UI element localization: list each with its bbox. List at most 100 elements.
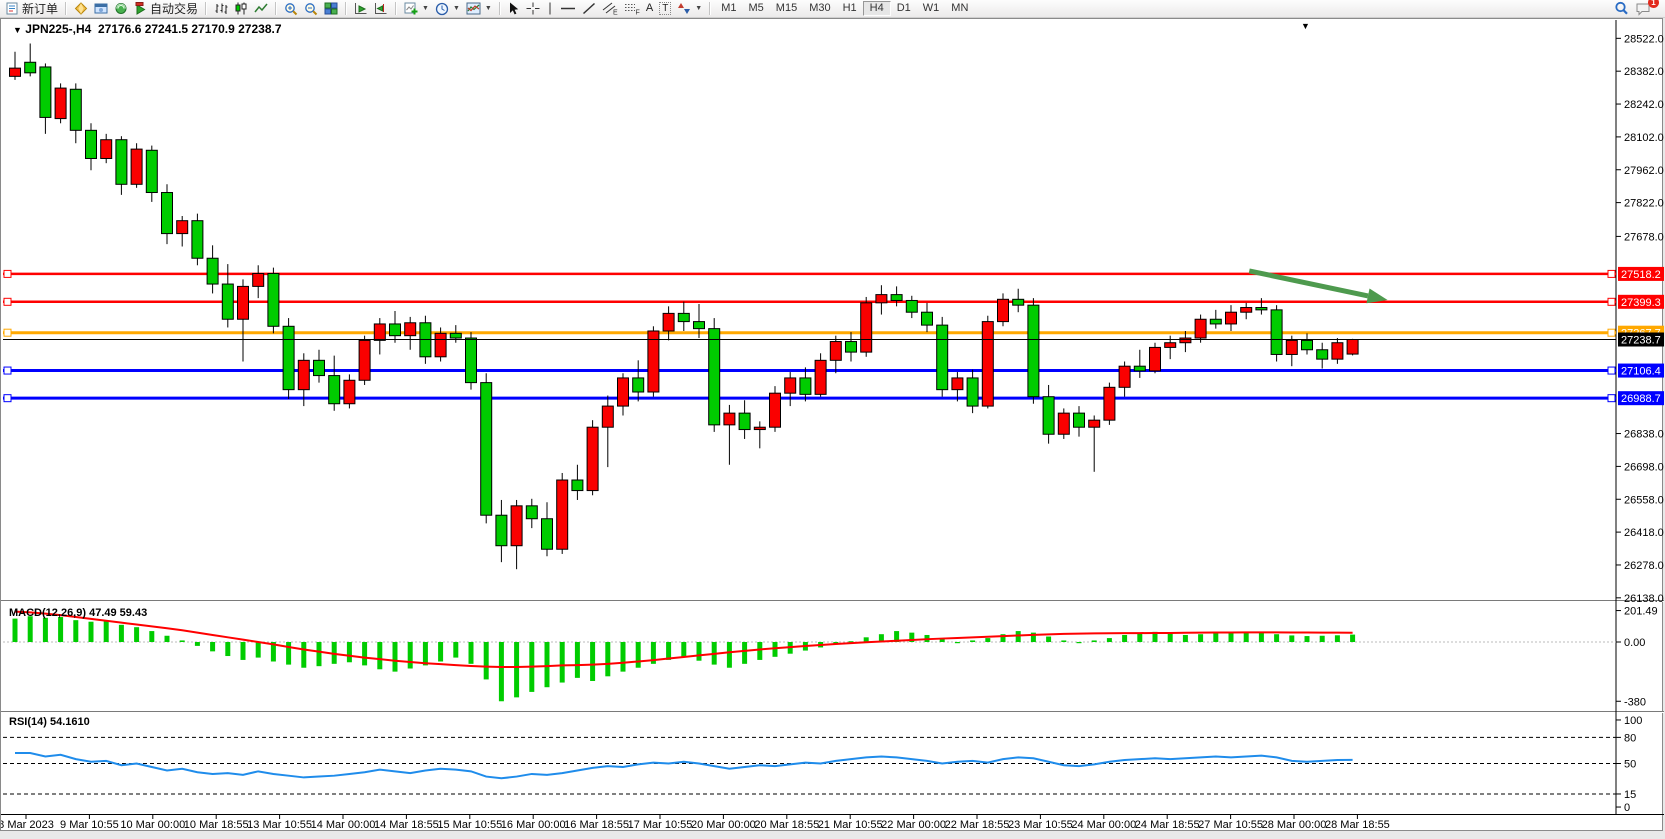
- separator: [395, 2, 398, 15]
- macd-histogram-bar: [681, 641, 687, 657]
- auto-scroll-icon: [355, 3, 367, 14]
- candle-body: [556, 479, 569, 550]
- tab-timeframe-h1[interactable]: H1: [842, 2, 857, 14]
- tab-timeframe-h4[interactable]: H4: [862, 1, 891, 16]
- line-anchor-marker[interactable]: [1607, 269, 1616, 278]
- line-anchor-marker[interactable]: [1607, 394, 1616, 403]
- chart-canvas[interactable]: 28522.0 28382.0 28242.0 28102.0 27962.0 27822…: [0, 19, 1664, 831]
- macd-histogram-bar: [878, 634, 884, 642]
- tab-timeframe-mn[interactable]: MN: [951, 2, 969, 14]
- line-anchor-marker[interactable]: [1607, 366, 1616, 375]
- trendline-tool[interactable]: [579, 1, 599, 17]
- indicator-gem-button[interactable]: [71, 1, 91, 17]
- tab-timeframe-d1[interactable]: D1: [896, 2, 911, 14]
- time-axis-label: 21 Mar 10:55: [818, 819, 883, 830]
- line-anchor-marker[interactable]: [1607, 328, 1616, 337]
- label-tool-letter: T: [659, 2, 672, 15]
- vertical-line-tool[interactable]: [543, 1, 557, 17]
- bar-chart-button[interactable]: [211, 1, 231, 17]
- macd-histogram-bar: [1122, 634, 1128, 642]
- cursor-button[interactable]: [505, 1, 523, 17]
- price-tick-label: 26138.0: [1624, 593, 1664, 605]
- arrows-shapes-tool[interactable]: ▼: [674, 1, 705, 17]
- horizontal-line-tool[interactable]: [557, 1, 579, 17]
- line-anchor-marker[interactable]: [3, 366, 12, 375]
- tab-timeframe-m1[interactable]: M1: [721, 2, 737, 14]
- chart-shift-button[interactable]: [371, 1, 391, 17]
- tile-windows-button[interactable]: [321, 1, 341, 17]
- trend-arrow-head[interactable]: [1366, 288, 1388, 304]
- macd-histogram-bar: [514, 641, 520, 698]
- tab-timeframe-m5[interactable]: M5: [748, 2, 764, 14]
- macd-histogram-bar: [1213, 633, 1219, 642]
- candle-body: [480, 382, 493, 516]
- line-anchor-marker[interactable]: [3, 269, 12, 278]
- tab-timeframe-m15[interactable]: M15: [775, 2, 798, 14]
- caret-down-icon: ▼: [422, 5, 429, 12]
- crosshair-button[interactable]: [523, 1, 543, 17]
- line-anchor-marker[interactable]: [1607, 297, 1616, 306]
- market-watch-button[interactable]: [91, 1, 111, 17]
- candle-body: [571, 479, 584, 492]
- zoom-out-button[interactable]: [301, 1, 321, 17]
- text-tool[interactable]: A: [643, 1, 656, 17]
- caret-down-icon: ▼: [484, 5, 492, 12]
- macd-histogram-bar: [270, 641, 276, 662]
- new-order-icon: [6, 2, 18, 15]
- fibonacci-tool[interactable]: F: [621, 1, 643, 17]
- candle-body: [328, 375, 341, 405]
- line-anchor-marker[interactable]: [3, 394, 12, 403]
- candle-body: [632, 377, 645, 393]
- macd-histogram-bar: [742, 641, 748, 664]
- macd-histogram-bar: [1152, 631, 1158, 642]
- zoom-in-button[interactable]: [281, 1, 301, 17]
- time-axis-label: 14 Mar 18:55: [374, 819, 439, 830]
- level-price-text: 27106.4: [1621, 366, 1661, 378]
- add-indicator-button[interactable]: ▼: [401, 1, 432, 17]
- candle-body: [1270, 309, 1283, 355]
- tab-timeframe-w1[interactable]: W1: [922, 2, 940, 14]
- candle-body: [1179, 337, 1192, 344]
- price-tick-label: 27822.0: [1624, 198, 1664, 210]
- line-anchor-marker[interactable]: [3, 297, 12, 306]
- channel-tool[interactable]: E: [599, 1, 621, 17]
- separator: [709, 2, 712, 15]
- trend-arrow[interactable]: [1248, 268, 1369, 299]
- macd-histogram-bar: [286, 641, 292, 665]
- candle-body: [693, 321, 705, 330]
- macd-histogram-bar: [1334, 635, 1340, 642]
- auto-scroll-button[interactable]: [351, 1, 371, 17]
- candle-body: [1225, 311, 1237, 325]
- separator: [275, 2, 278, 15]
- candle-body: [936, 324, 949, 391]
- chart-menu-arrow[interactable]: ▼: [1301, 21, 1310, 31]
- chart-window[interactable]: ▼ JPN225-,H4 27176.6 27241.5 27170.9 272…: [0, 18, 1664, 831]
- rsi-indicator-label: RSI(14) 54.1610: [9, 716, 90, 728]
- candle-body: [784, 377, 797, 394]
- time-axis-label: 23 Mar 10:55: [1008, 819, 1073, 830]
- candle-body: [1103, 386, 1116, 421]
- template-button[interactable]: ▼: [463, 1, 495, 17]
- search-button[interactable]: [1611, 1, 1632, 17]
- label-tool[interactable]: T: [656, 1, 674, 17]
- macd-indicator-label: MACD(12,26,9) 47.49 59.43: [9, 607, 148, 619]
- line-chart-button[interactable]: [251, 1, 271, 17]
- time-axis-label: 27 Mar 10:55: [1198, 819, 1263, 830]
- new-order-button[interactable]: 新订单: [3, 1, 61, 17]
- signals-button[interactable]: [111, 1, 131, 17]
- macd-histogram-bar: [1046, 636, 1052, 642]
- symbol-dropdown-icon[interactable]: ▼: [13, 25, 22, 35]
- macd-tick-label: 201.49: [1624, 606, 1658, 618]
- auto-trading-button[interactable]: 自动交易: [131, 1, 201, 17]
- notifications-button[interactable]: 1: [1632, 0, 1659, 17]
- line-anchor-marker[interactable]: [3, 328, 12, 337]
- macd-histogram-bar: [1015, 631, 1021, 642]
- candlestick-chart-button[interactable]: [231, 1, 251, 17]
- candle-body: [267, 272, 280, 327]
- timeframe-clock-button[interactable]: ▼: [432, 1, 463, 17]
- caret-down-icon: ▼: [695, 5, 703, 12]
- candle-body: [85, 129, 97, 159]
- separator: [65, 2, 68, 15]
- tab-timeframe-m30[interactable]: M30: [809, 2, 831, 14]
- candle-body: [981, 321, 994, 407]
